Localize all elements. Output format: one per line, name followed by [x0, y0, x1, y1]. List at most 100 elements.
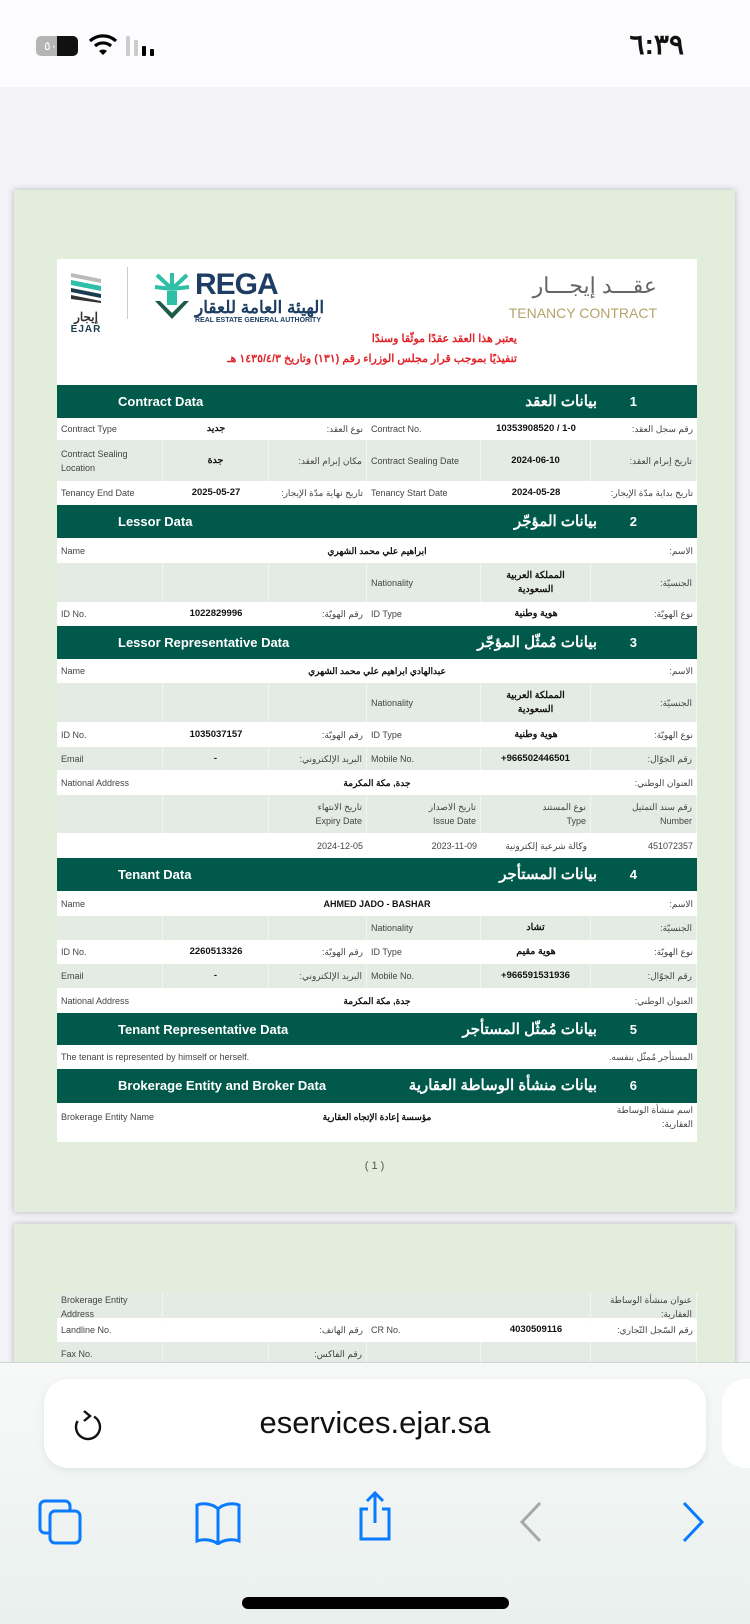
doc-cell-line: نوع المستند	[542, 802, 586, 812]
signal-icon	[126, 36, 154, 56]
label-ar: رقم الجوّال:	[591, 964, 697, 988]
value	[481, 1342, 591, 1366]
ejar-mark-icon	[71, 273, 101, 303]
table-row: Contract Type جديد نوع العقد: Contract No. 1…	[57, 418, 697, 440]
legal-notice: يعتبر هذا العقد عقدًا موثّقا وسندًا تنفي…	[227, 329, 517, 369]
doc-cell: نوع المستند Type	[481, 795, 591, 833]
value: جدة, مكة المكرمة	[343, 995, 411, 1006]
next-tab-preview[interactable]	[722, 1379, 750, 1468]
doc-cell: رقم سند التمثيل Number	[591, 795, 697, 833]
label-en	[367, 1342, 481, 1366]
section-lessor-representative-data: Lessor Representative Data بيانات مُمثّل …	[57, 626, 697, 858]
notice-line: تنفيذيًا بموجب قرار مجلس الوزراء رقم (١٣…	[227, 353, 517, 365]
address-bar[interactable]: eservices.ejar.sa	[44, 1379, 706, 1468]
page-number: ( 1 )	[364, 1160, 385, 1172]
table-row: Nationality المملكة العربية السعودية الجنس…	[57, 683, 697, 722]
table-row: 2024-12-05 2023-11-09 وكالة شرعية إلكتروني…	[57, 833, 697, 858]
label-en: National Address	[61, 995, 130, 1006]
label-ar: الجنسيّة:	[591, 563, 697, 602]
clock: ٦:٣٩	[629, 29, 684, 60]
label-ar: رقم الفاكس:	[269, 1342, 367, 1366]
contract-document: إيجار EJAR REGA الهيئة العامة للعقار REA…	[57, 259, 697, 1142]
value: 1035037157	[189, 728, 243, 740]
label-en: Nationality	[367, 916, 481, 940]
doc-cell: تاريخ الانتهاء Expiry Date	[269, 795, 367, 833]
label-en: ID No.	[61, 947, 87, 957]
label-en: CR No.	[371, 1325, 401, 1335]
section-header: Tenant Data بيانات المستأجر 4	[57, 858, 697, 891]
bookmarks-icon[interactable]	[194, 1499, 242, 1545]
forward-icon[interactable]	[680, 1499, 706, 1545]
doc-cell: وكالة شرعية إلكترونية	[481, 833, 591, 858]
section-title-ar: بيانات مُمثّل المؤجّر	[477, 634, 597, 651]
table-row: Brokerage Entity Address عنوان منشأة الوس…	[57, 1293, 697, 1321]
note-ar: المستأجر مُمثّل بنفسه.	[608, 1052, 693, 1062]
doc-cell: 2023-11-09	[367, 833, 481, 858]
label-ar: رقم الهويّة:	[321, 947, 363, 957]
label-ar	[591, 1342, 697, 1366]
doc-cell: 451072357	[591, 833, 697, 858]
value: مؤسسة إعادة الإتجاه العقارية	[322, 1112, 432, 1122]
table-row: ID No. 2260513326 رقم الهويّة: ID Type هوية …	[57, 940, 697, 964]
label-en: Landline No.	[61, 1325, 112, 1335]
label-en	[57, 683, 163, 722]
table-row: Email - البريد الإلكتروني: Mobile No. +96650…	[57, 747, 697, 770]
section-title-ar: بيانات العقد	[525, 393, 597, 410]
section-header: Lessor Data بيانات المؤجّر 2	[57, 505, 697, 538]
value	[163, 1318, 269, 1342]
value: تشاد	[481, 916, 591, 940]
url-text[interactable]: eservices.ejar.sa	[259, 1405, 491, 1440]
label-ar: الاسم:	[669, 666, 693, 676]
label-en: National Address	[61, 777, 130, 788]
doc-cell-line: تاريخ الانتهاء	[317, 802, 362, 812]
table-row: The tenant is represented by himself or …	[57, 1045, 697, 1069]
doc-cell-line: 2024-12-05	[316, 840, 363, 851]
label-en: Mobile No.	[367, 964, 481, 988]
share-icon[interactable]	[355, 1491, 395, 1541]
label-ar: نوع الهويّة:	[654, 729, 693, 740]
tabs-icon[interactable]	[38, 1499, 84, 1545]
section-title-en: Lessor Data	[118, 514, 193, 529]
doc-cell-line: Type	[566, 816, 586, 826]
doc-cell: 2024-12-05	[269, 833, 367, 858]
doc-cell-line: 451072357	[647, 840, 693, 851]
value: جدة, مكة المكرمة	[343, 777, 411, 788]
table-row: Email - البريد الإلكتروني: Mobile No. +96659…	[57, 964, 697, 988]
section-tenant-representative-data: Tenant Representative Data بيانات مُمثّل …	[57, 1013, 697, 1069]
label-en	[57, 563, 163, 602]
table-row: Nationality المملكة العربية السعودية الجنس…	[57, 563, 697, 602]
label-ar: نوع العقد:	[326, 424, 363, 434]
label-en: Brokerage Entity Name	[61, 1112, 155, 1122]
title-en: TENANCY CONTRACT	[508, 305, 657, 321]
ejar-logo-en: EJAR	[70, 324, 102, 335]
section-header: Tenant Representative Data بيانات مُمثّل …	[57, 1013, 697, 1045]
label-en: Contract Sealing Date	[367, 440, 481, 481]
label-en: ID Type	[371, 947, 402, 957]
label-en	[57, 916, 163, 940]
battery-icon: ٥٠	[36, 36, 78, 56]
table-row: Landline No. رقم الهاتف: CR No. 4030509116 ر…	[57, 1318, 697, 1342]
logo-divider	[127, 267, 128, 319]
value	[163, 1342, 269, 1366]
value	[163, 683, 269, 722]
doc-cell-line: تاريخ الاصدار	[428, 802, 476, 812]
reload-icon[interactable]	[72, 1409, 104, 1445]
section-title-ar: بيانات مُمثّل المستأجر	[462, 1021, 597, 1038]
label-en: ID No.	[61, 609, 87, 619]
value: 4030509116	[509, 1324, 563, 1335]
label-en: ID Type	[371, 609, 402, 619]
section-title-ar: بيانات المؤجّر	[513, 513, 597, 530]
label-ar: رقم سجل العقد:	[631, 424, 693, 434]
label-en: Email	[57, 747, 163, 770]
back-icon[interactable]	[518, 1499, 544, 1545]
section-title-en: Lessor Representative Data	[118, 635, 290, 650]
label-en: Name	[61, 898, 86, 909]
section-number: 5	[629, 1022, 637, 1037]
note-en: The tenant is represented by himself or …	[61, 1052, 250, 1062]
label-en: Nationality	[367, 683, 481, 722]
value: هوية وطنية	[514, 728, 558, 740]
doc-cell: تاريخ الاصدار Issue Date	[367, 795, 481, 833]
table-row: ID No. 1022829996 رقم الهويّة: ID Type هوية …	[57, 602, 697, 626]
label-en: Nationality	[367, 563, 481, 602]
label-ar: البريد الإلكتروني:	[269, 964, 367, 988]
